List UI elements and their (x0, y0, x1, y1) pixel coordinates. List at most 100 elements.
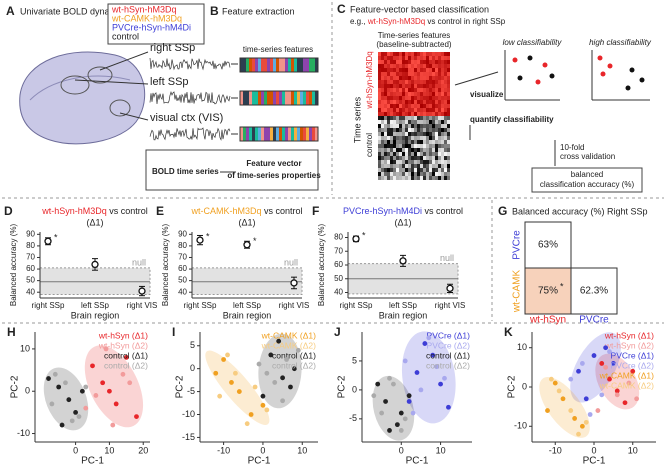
stripe (282, 58, 285, 72)
point (103, 346, 109, 352)
matrix-cell (429, 136, 432, 140)
matrix-cell (435, 172, 438, 176)
matrix-cell (399, 56, 402, 60)
matrix-cell (438, 52, 441, 56)
matrix-cell (444, 132, 447, 136)
matrix-cell (378, 108, 381, 112)
matrix-cell (420, 68, 423, 72)
matrix-cell (435, 148, 438, 152)
matrix-cell (402, 92, 405, 96)
matrix-cell (414, 116, 417, 120)
x-axis-label: Brain region (71, 310, 120, 320)
significance-mark: * (54, 233, 58, 243)
matrix-cell (435, 136, 438, 140)
matrix-cell (381, 128, 384, 132)
brain (19, 51, 149, 145)
matrix-cell (408, 124, 411, 128)
matrix-cell (384, 100, 387, 104)
matrix-cell (414, 92, 417, 96)
matrix-cell (402, 132, 405, 136)
matrix-cell (447, 124, 450, 128)
matrix-cell (411, 128, 414, 132)
matrix-cell (417, 104, 420, 108)
matrix-cell (429, 92, 432, 96)
stripe (297, 58, 300, 72)
matrix-cell (381, 120, 384, 124)
matrix-cell (444, 84, 447, 88)
matrix-cell (405, 112, 408, 116)
matrix-cell (411, 104, 414, 108)
matrix-cell (432, 168, 435, 172)
matrix-cell (393, 56, 396, 60)
matrix-cell (417, 88, 420, 92)
panel-letter: D (4, 204, 13, 218)
y-tick-label: 40 (26, 287, 35, 296)
matrix-cell (438, 160, 441, 164)
matrix-cell (387, 164, 390, 168)
y-axis-label: Balanced accuracy (%) (9, 224, 18, 307)
matrix-cell (396, 88, 399, 92)
title-part: vs control (425, 206, 464, 216)
matrix-cell (378, 168, 381, 172)
matrix-cell (417, 96, 420, 100)
matrix-cell (414, 76, 417, 80)
matrix-cell (411, 176, 414, 180)
matrix-cell (402, 128, 405, 132)
matrix-cell (447, 64, 450, 68)
matrix-cell (438, 92, 441, 96)
matrix-cell (429, 120, 432, 124)
matrix-cell (429, 104, 432, 108)
matrix-cell (414, 168, 417, 172)
matrix-cell (384, 80, 387, 84)
matrix-cell (384, 60, 387, 64)
point (545, 408, 550, 413)
stripe (294, 127, 297, 141)
matrix-cell (381, 172, 384, 176)
matrix-cell (408, 72, 411, 76)
point (434, 364, 440, 370)
matrix-cell (420, 76, 423, 80)
matrix-cell (405, 144, 408, 148)
matrix-cell (384, 120, 387, 124)
matrix-cell (420, 112, 423, 116)
matrix-cell (432, 152, 435, 156)
matrix-cell (396, 80, 399, 84)
matrix-cell (438, 112, 441, 116)
matrix-cell (435, 164, 438, 168)
legend-entry: control (Δ2) (104, 360, 148, 370)
stripe (297, 127, 300, 141)
stripe (246, 127, 249, 141)
point (418, 387, 424, 393)
stripe (243, 91, 246, 105)
matrix-cell (435, 56, 438, 60)
matrix-cell (408, 160, 411, 164)
matrix-cell (426, 132, 429, 136)
matrix-cell (441, 164, 444, 168)
matrix-cell (405, 168, 408, 172)
stripe (315, 127, 318, 141)
stripe (279, 58, 282, 72)
step-note: 10-fold (560, 143, 584, 152)
matrix-cell (414, 124, 417, 128)
matrix-cell (417, 172, 420, 176)
point (568, 376, 574, 382)
x-tick-label: left SSp (389, 301, 418, 310)
matrix-cell (420, 140, 423, 144)
matrix-cell (384, 160, 387, 164)
matrix-cell (420, 80, 423, 84)
matrix-cell (408, 156, 411, 160)
stripe (279, 127, 282, 141)
matrix-cell (378, 52, 381, 56)
matrix-cell (429, 128, 432, 132)
matrix-cell (399, 104, 402, 108)
matrix-cell (435, 112, 438, 116)
stripe (264, 91, 267, 105)
matrix-cell (414, 144, 417, 148)
matrix-cell (441, 128, 444, 132)
matrix-cell (402, 68, 405, 72)
matrix-cell (420, 160, 423, 164)
matrix-cell (441, 136, 444, 140)
significance-mark: * (253, 236, 257, 246)
matrix-cell (447, 108, 450, 112)
matrix-cell (405, 120, 408, 124)
